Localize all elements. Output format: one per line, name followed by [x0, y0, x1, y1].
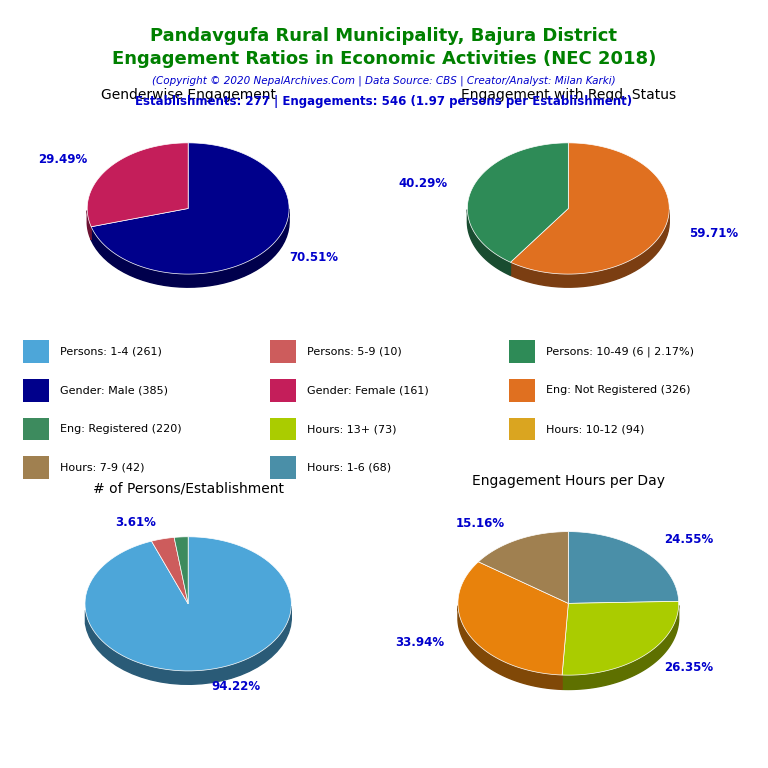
Bar: [509, 418, 535, 440]
Polygon shape: [85, 606, 291, 684]
Text: 26.35%: 26.35%: [664, 661, 713, 674]
Polygon shape: [88, 210, 91, 240]
Bar: [509, 340, 535, 363]
Text: (Copyright © 2020 NepalArchives.Com | Data Source: CBS | Creator/Analyst: Milan : (Copyright © 2020 NepalArchives.Com | Da…: [152, 75, 616, 86]
Text: Establishments: 277 | Engagements: 546 (1.97 persons per Establishment): Establishments: 277 | Engagements: 546 (…: [135, 95, 633, 108]
Polygon shape: [85, 537, 291, 671]
Polygon shape: [562, 601, 679, 675]
Text: 40.29%: 40.29%: [399, 177, 448, 190]
Polygon shape: [91, 209, 289, 287]
Text: Gender: Female (161): Gender: Female (161): [306, 386, 429, 396]
Bar: [23, 418, 48, 440]
Bar: [23, 340, 48, 363]
Text: 94.22%: 94.22%: [211, 680, 260, 693]
Text: 33.94%: 33.94%: [395, 636, 444, 649]
Bar: [270, 379, 296, 402]
Text: Gender: Male (385): Gender: Male (385): [60, 386, 167, 396]
Text: Hours: 13+ (73): Hours: 13+ (73): [306, 424, 396, 434]
Polygon shape: [568, 531, 679, 604]
Polygon shape: [478, 531, 568, 604]
Bar: [23, 456, 48, 479]
Text: Persons: 5-9 (10): Persons: 5-9 (10): [306, 346, 402, 356]
Polygon shape: [511, 210, 669, 287]
Bar: [270, 456, 296, 479]
Text: Hours: 1-6 (68): Hours: 1-6 (68): [306, 462, 391, 473]
Polygon shape: [91, 143, 289, 274]
Text: Hours: 7-9 (42): Hours: 7-9 (42): [60, 462, 144, 473]
Text: 59.71%: 59.71%: [689, 227, 738, 240]
Bar: [23, 379, 48, 402]
Text: Eng: Not Registered (326): Eng: Not Registered (326): [546, 386, 690, 396]
Title: Engagement with Regd. Status: Engagement with Regd. Status: [461, 88, 676, 102]
Bar: [509, 379, 535, 402]
Polygon shape: [458, 606, 562, 690]
Bar: [270, 340, 296, 363]
Text: 3.61%: 3.61%: [115, 516, 156, 529]
Polygon shape: [468, 143, 568, 262]
Text: 70.51%: 70.51%: [289, 251, 338, 264]
Polygon shape: [151, 538, 188, 604]
Title: # of Persons/Establishment: # of Persons/Establishment: [93, 482, 283, 495]
Polygon shape: [468, 210, 511, 276]
Text: Hours: 10-12 (94): Hours: 10-12 (94): [546, 424, 644, 434]
Polygon shape: [511, 143, 669, 274]
Polygon shape: [458, 561, 568, 675]
Text: Persons: 10-49 (6 | 2.17%): Persons: 10-49 (6 | 2.17%): [546, 346, 694, 357]
Text: 15.16%: 15.16%: [456, 517, 505, 530]
Text: Persons: 1-4 (261): Persons: 1-4 (261): [60, 346, 161, 356]
Bar: [270, 418, 296, 440]
Text: 24.55%: 24.55%: [664, 532, 713, 545]
Text: 29.49%: 29.49%: [38, 153, 88, 166]
Text: Engagement Ratios in Economic Activities (NEC 2018): Engagement Ratios in Economic Activities…: [112, 50, 656, 68]
Text: Pandavgufa Rural Municipality, Bajura District: Pandavgufa Rural Municipality, Bajura Di…: [151, 27, 617, 45]
Title: Engagement Hours per Day: Engagement Hours per Day: [472, 474, 665, 488]
Polygon shape: [174, 537, 188, 604]
Title: Genderwise Engagement: Genderwise Engagement: [101, 88, 276, 102]
Text: Eng: Registered (220): Eng: Registered (220): [60, 424, 181, 434]
Polygon shape: [562, 605, 679, 690]
Polygon shape: [88, 143, 188, 227]
